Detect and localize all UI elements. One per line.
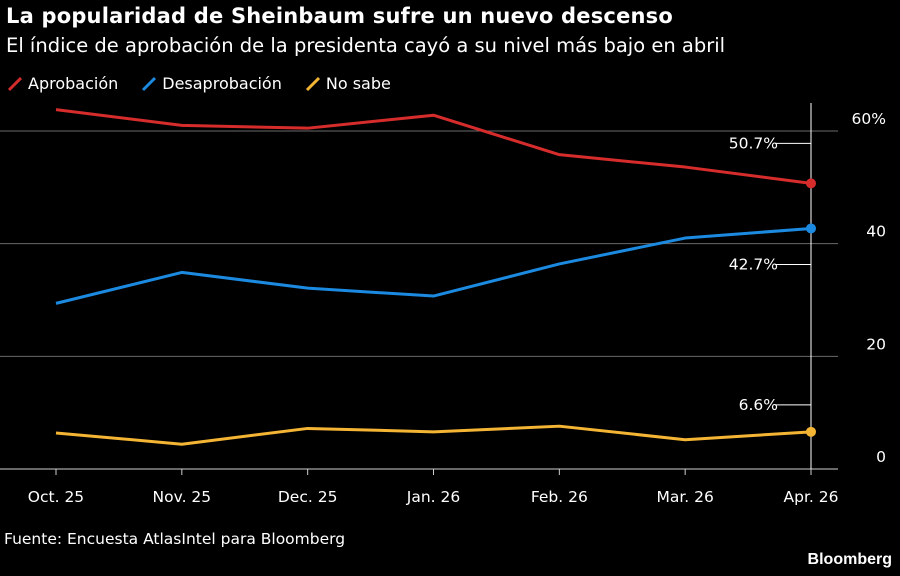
- x-tick-label: Dec. 25: [278, 488, 338, 506]
- x-tick-label: Apr. 26: [784, 488, 839, 506]
- end-value-label: 6.6%: [739, 396, 778, 414]
- x-tick-label: Oct. 25: [28, 488, 84, 506]
- legend-item-no-sabe: No sabe: [304, 74, 391, 93]
- legend-line-no-sabe: [305, 76, 320, 91]
- legend-line-aprobacion: [7, 76, 23, 91]
- bloomberg-logo: Bloomberg: [807, 551, 892, 568]
- legend: Aprobación Desaprobación No sabe: [6, 74, 391, 93]
- legend-label-aprobacion: Aprobación: [28, 74, 119, 93]
- chart-title: La popularidad de Sheinbaum sufre un nue…: [6, 4, 673, 28]
- legend-item-aprobacion: Aprobación: [6, 74, 118, 93]
- series-endpoint: [806, 223, 816, 234]
- chart-subtitle: El índice de aprobación de la presidenta…: [6, 34, 726, 57]
- x-tick-label: Jan. 26: [406, 488, 460, 506]
- x-tick-label: Mar. 26: [656, 488, 713, 506]
- source-note: Fuente: Encuesta AtlasIntel para Bloombe…: [4, 530, 346, 548]
- end-value-label: 50.7%: [729, 134, 778, 152]
- legend-swatch-icon: [7, 76, 23, 91]
- legend-label-desaprobacion: Desaprobación: [162, 74, 282, 93]
- y-tick-label: 60%: [852, 110, 886, 128]
- x-tick-label: Nov. 25: [153, 488, 212, 506]
- y-tick-label: 20: [866, 335, 886, 353]
- y-tick-label: 0: [876, 448, 886, 466]
- series-endpoint: [806, 178, 816, 189]
- legend-item-desaprobacion: Desaprobación: [140, 74, 282, 93]
- series-line-aprobacion: [55, 108, 812, 185]
- series-endpoint: [806, 426, 816, 437]
- x-tick-label: Feb. 26: [531, 488, 588, 506]
- series-line-no-sabe: [55, 424, 812, 446]
- y-tick-label: 40: [866, 223, 886, 241]
- legend-swatch-icon: [142, 76, 157, 91]
- legend-swatch-icon: [305, 76, 320, 91]
- series-line-desaprobacion: [55, 226, 812, 305]
- legend-line-desaprobacion: [142, 76, 157, 91]
- end-value-label: 42.7%: [729, 255, 778, 273]
- legend-label-no-sabe: No sabe: [325, 74, 391, 93]
